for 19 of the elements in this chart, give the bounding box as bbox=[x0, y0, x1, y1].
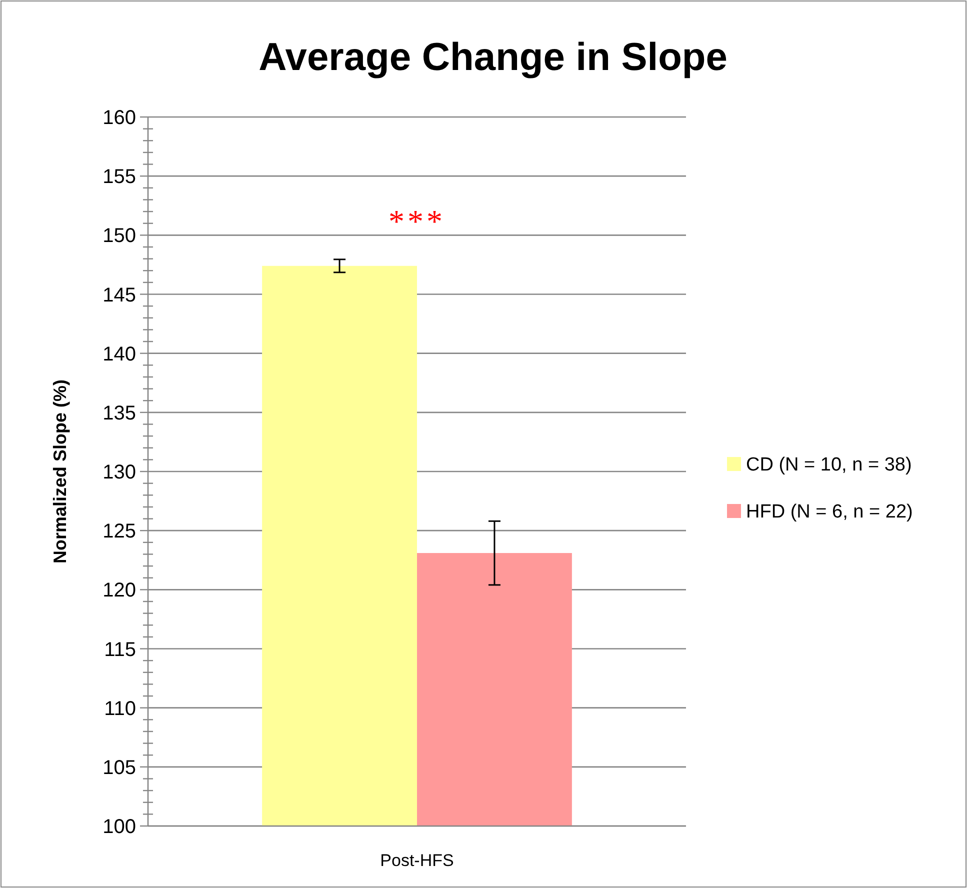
y-tick-label: 120 bbox=[102, 580, 136, 602]
y-tick-label: 110 bbox=[104, 698, 136, 720]
chart-title: Average Change in Slope bbox=[258, 36, 728, 79]
legend-label: HFD (N = 6, n = 22) bbox=[746, 502, 913, 523]
annotation: *** bbox=[388, 203, 446, 239]
x-tick-label: Post-HFS bbox=[380, 851, 454, 870]
y-tick-label: 115 bbox=[104, 638, 136, 661]
y-tick-label: 100 bbox=[102, 816, 136, 838]
legend-label: CD (N = 10, n = 38) bbox=[746, 454, 912, 476]
y-tick-label: 105 bbox=[102, 756, 136, 779]
y-tick-label: 135 bbox=[102, 402, 136, 424]
y-tick-label: 140 bbox=[102, 343, 136, 366]
y-tick-label: 145 bbox=[102, 284, 136, 306]
y-tick-label: 130 bbox=[102, 462, 136, 484]
y-tick-label: 125 bbox=[102, 520, 136, 543]
y-tick-label: 150 bbox=[102, 225, 136, 248]
y-axis-title: Normalized Slope (%) bbox=[50, 379, 70, 564]
y-tick-label: 160 bbox=[102, 107, 136, 129]
y-tick-label: 155 bbox=[102, 166, 136, 188]
